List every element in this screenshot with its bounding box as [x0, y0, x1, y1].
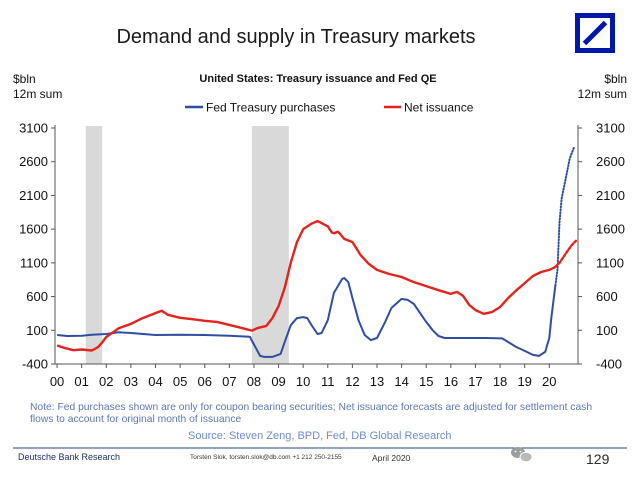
- shaded-period-band: [85, 126, 103, 364]
- note-line-1: Note: Fed purchases shown are only for c…: [30, 402, 593, 413]
- footer-date: April 2020: [372, 453, 411, 463]
- x-tick-label: 00: [50, 374, 64, 389]
- x-tick-label: 04: [148, 374, 162, 389]
- x-tick-label: 08: [247, 374, 261, 389]
- legend-label-fed-treasury-purchases: Fed Treasury purchases: [206, 101, 335, 115]
- x-tick-label: 18: [493, 374, 507, 389]
- slide-title: Demand and supply in Treasury markets: [116, 26, 476, 48]
- series-line-fed-treasury-purchases: [57, 277, 557, 358]
- y-tick-label-left: 2100: [19, 188, 48, 203]
- series-forecast-line-net-issuance: [554, 239, 578, 269]
- y-tick-label-left: 1600: [19, 222, 48, 237]
- x-tick-label: 20: [542, 374, 556, 389]
- x-tick-label: 16: [444, 374, 458, 389]
- footer-organization: Deutsche Bank Research: [18, 452, 121, 462]
- note-line-2: flows to account for original month of i…: [30, 413, 242, 425]
- shaded-periods: [85, 126, 289, 364]
- y-axis-label-left: $bln: [13, 72, 36, 86]
- y-tick-label-right: 1100: [596, 255, 624, 270]
- x-tick-label: 03: [124, 374, 138, 389]
- y-tick-label-right: 3100: [596, 121, 625, 136]
- x-tick-label: 07: [222, 374, 236, 389]
- y-axis-label-right: $bln: [604, 72, 627, 86]
- x-tick-label: 05: [173, 374, 187, 389]
- x-tick-label: 12: [345, 374, 359, 389]
- x-tick-label: 06: [197, 374, 211, 389]
- y-tick-label-right: 2600: [596, 154, 625, 169]
- y-tick-label-left: 3100: [19, 121, 48, 136]
- page-number: 129: [586, 451, 610, 467]
- series-lines: [56, 146, 578, 358]
- x-tick-label: 09: [271, 374, 285, 389]
- x-tick-label: 11: [321, 374, 335, 389]
- y-tick-label-left: -400: [22, 357, 48, 372]
- series-forecast-line-fed-treasury-purchases: [554, 146, 575, 287]
- y-tick-label-right: 1600: [596, 222, 625, 237]
- series-line-net-issuance: [56, 219, 556, 352]
- x-tick-label: 10: [296, 374, 310, 389]
- y-tick-label-right: -400: [596, 357, 622, 372]
- y-tick-label-right: 600: [596, 289, 618, 304]
- y-tick-label-left: 600: [26, 289, 48, 304]
- x-tick-label: 01: [74, 374, 88, 389]
- chart-title: United States: Treasury issuance and Fed…: [199, 73, 436, 85]
- footer-contact: Torsten Slok, torsten.slok@db.com +1 212…: [190, 454, 342, 461]
- shaded-period-band: [251, 126, 289, 364]
- x-tick-label: 17: [468, 374, 482, 389]
- y-tick-label-right: 2100: [596, 188, 625, 203]
- x-tick-label: 14: [394, 374, 408, 389]
- x-tick-label: 02: [99, 374, 113, 389]
- y-axis-unit-right: 12m sum: [578, 87, 627, 101]
- y-tick-label-right: 100: [596, 323, 618, 338]
- deutsche-bank-logo-icon: [575, 13, 615, 53]
- wechat-icon: [511, 447, 533, 463]
- y-tick-label-left: 100: [26, 323, 48, 338]
- source-line: Source: Steven Zeng, BPD, Fed, DB Global…: [188, 430, 452, 442]
- x-tick-label: 15: [419, 374, 433, 389]
- y-tick-label-left: 1100: [20, 255, 48, 270]
- x-tick-label: 13: [370, 374, 384, 389]
- legend: Fed Treasury purchases Net issuance: [185, 101, 474, 115]
- x-tick-label: 19: [517, 374, 531, 389]
- axes: [51, 125, 582, 368]
- y-axis-unit-left: 12m sum: [13, 87, 62, 101]
- legend-label-net-issuance: Net issuance: [404, 101, 474, 115]
- y-tick-label-left: 2600: [19, 154, 48, 169]
